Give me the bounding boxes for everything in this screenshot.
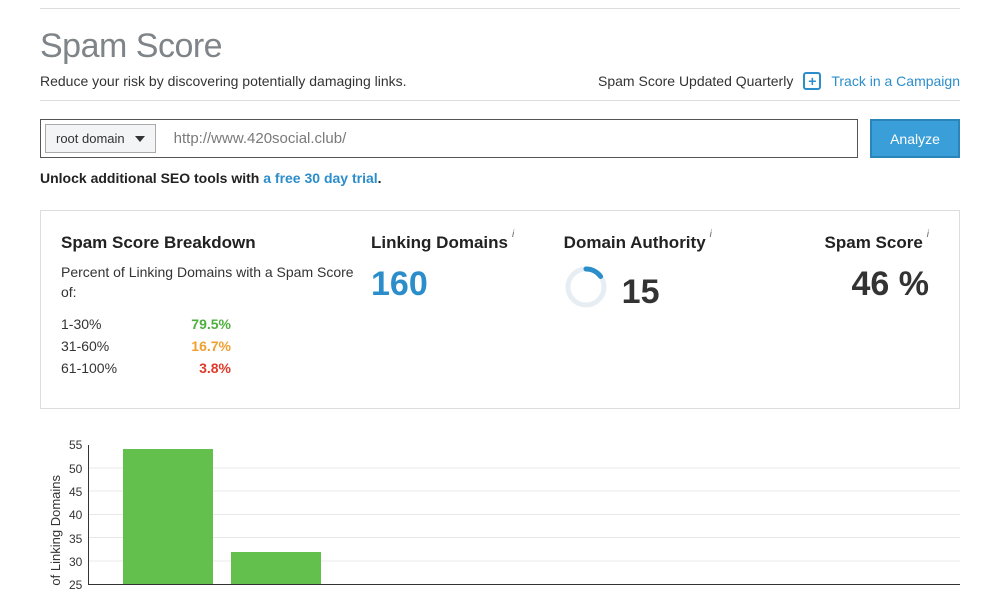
unlock-row: Unlock additional SEO tools with a free … — [40, 170, 960, 186]
y-axis-label: of Linking Domains — [48, 455, 63, 586]
domain-select-label: root domain — [56, 131, 125, 146]
update-text: Spam Score Updated Quarterly — [598, 73, 793, 89]
metric-value-authority: 15 — [622, 273, 660, 312]
metric-value-spam: 46 % — [756, 265, 929, 304]
breakdown-section: Spam Score Breakdown Percent of Linking … — [61, 233, 361, 382]
metric-value-linking: 160 — [371, 265, 544, 304]
metric-label: Spam Score i — [825, 233, 930, 253]
breakdown-title: Spam Score Breakdown — [61, 233, 361, 253]
top-divider — [40, 8, 960, 9]
analyze-button[interactable]: Analyze — [870, 119, 960, 158]
unlock-prefix: Unlock additional SEO tools with — [40, 170, 263, 186]
unlock-link[interactable]: a free 30 day trial — [263, 170, 377, 186]
info-icon[interactable]: i — [710, 229, 712, 240]
chevron-down-icon — [135, 136, 145, 142]
track-link[interactable]: Track in a Campaign — [831, 73, 960, 89]
chart-bar — [123, 449, 213, 584]
breakdown-desc: Percent of Linking Domains with a Spam S… — [61, 263, 361, 302]
domain-select[interactable]: root domain — [45, 124, 156, 153]
info-icon[interactable]: i — [927, 229, 929, 240]
metric-spam-score: Spam Score i 46 % — [746, 233, 939, 382]
unlock-suffix: . — [378, 170, 382, 186]
metric-domain-authority: Domain Authority i 15 — [554, 233, 747, 382]
y-ticks: 55504540353025 — [69, 445, 82, 585]
metrics-panel: Spam Score Breakdown Percent of Linking … — [40, 210, 960, 409]
chart-area: of Linking Domains 55504540353025 — [40, 445, 960, 585]
subtitle-text: Reduce your risk by discovering potentia… — [40, 73, 407, 89]
search-box: root domain — [40, 119, 858, 158]
update-group: Spam Score Updated Quarterly + Track in … — [598, 72, 960, 90]
breakdown-table: 1-30%79.5% 31-60%16.7% 61-100%3.8% — [61, 316, 361, 376]
chart-bar — [231, 552, 321, 585]
breakdown-row: 1-30%79.5% — [61, 316, 361, 332]
metric-label: Domain Authority i — [564, 233, 712, 253]
breakdown-row: 61-100%3.8% — [61, 360, 361, 376]
authority-ring-icon — [564, 265, 608, 309]
url-input[interactable] — [160, 120, 857, 157]
search-row: root domain Analyze — [40, 119, 960, 158]
subtitle-row: Reduce your risk by discovering potentia… — [40, 72, 960, 101]
plus-icon[interactable]: + — [803, 72, 821, 90]
info-icon[interactable]: i — [512, 229, 514, 240]
metric-linking-domains: Linking Domains i 160 — [361, 233, 554, 382]
chart-plot — [88, 445, 960, 585]
breakdown-row: 31-60%16.7% — [61, 338, 361, 354]
metric-label: Linking Domains i — [371, 233, 514, 253]
page-title: Spam Score — [40, 27, 960, 66]
